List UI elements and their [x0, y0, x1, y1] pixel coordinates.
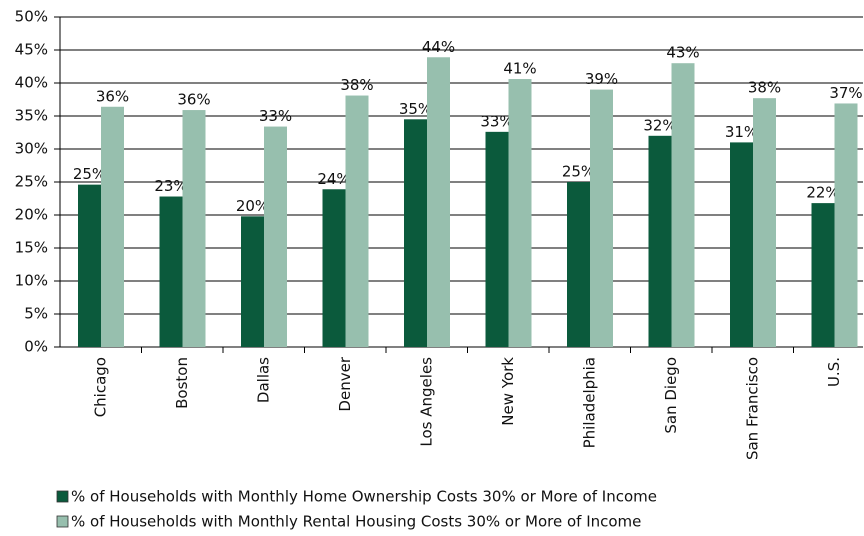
x-tick-label: Philadelphia [580, 357, 598, 448]
x-tick-label: Boston [173, 357, 191, 409]
data-label: 37% [829, 84, 862, 102]
data-label: 23% [154, 177, 187, 195]
data-label: 22% [806, 184, 839, 202]
y-tick-label: 35% [15, 107, 48, 125]
y-tick-label: 15% [15, 239, 48, 257]
data-label: 43% [666, 44, 699, 62]
data-label: 44% [422, 38, 455, 56]
y-tick-label: 20% [15, 206, 48, 224]
bar [485, 131, 509, 347]
x-tick-label: U.S. [825, 357, 843, 387]
data-label: 31% [725, 123, 758, 141]
y-tick-label: 45% [15, 41, 48, 59]
x-tick-label: Dallas [254, 357, 272, 403]
legend-label: % of Households with Monthly Rental Hous… [71, 513, 641, 531]
bar [264, 126, 287, 347]
data-label: 32% [643, 116, 676, 134]
y-tick-label: 5% [24, 305, 48, 323]
bar [182, 110, 206, 347]
data-label: 33% [259, 107, 292, 125]
bar [159, 196, 183, 347]
x-tick-label: New York [499, 357, 517, 426]
bar [241, 216, 264, 347]
bar [671, 63, 695, 347]
bar [567, 182, 590, 347]
y-tick-label: 10% [15, 272, 48, 290]
data-label: 38% [340, 76, 373, 94]
bar [508, 79, 532, 347]
bar [811, 203, 835, 347]
bar [648, 135, 672, 347]
y-tick-label: 40% [15, 74, 48, 92]
data-label: 24% [317, 170, 350, 188]
legend-swatch [56, 515, 69, 528]
y-tick-label: 25% [15, 173, 48, 191]
data-label: 36% [96, 87, 129, 105]
data-label: 33% [480, 112, 513, 130]
data-label: 39% [585, 70, 618, 88]
bar [427, 57, 450, 347]
data-label: 25% [562, 163, 595, 181]
bar [101, 106, 124, 347]
bar [404, 119, 427, 347]
x-tick-label: Chicago [91, 357, 109, 417]
data-label: 41% [503, 60, 536, 78]
data-label: 36% [177, 91, 210, 109]
bar [590, 89, 613, 347]
bar [345, 95, 369, 347]
x-tick-label: San Diego [662, 357, 680, 434]
x-tick-label: San Francisco [743, 357, 761, 460]
data-label: 35% [399, 100, 432, 118]
bar [753, 98, 776, 348]
bar [78, 184, 101, 347]
bar [834, 103, 858, 348]
legend-label: % of Households with Monthly Home Owners… [71, 488, 657, 506]
data-label: 38% [748, 79, 781, 97]
data-label: 25% [73, 165, 106, 183]
x-tick-label: Denver [336, 356, 354, 411]
y-tick-label: 30% [15, 140, 48, 158]
bar [730, 142, 753, 347]
bar [322, 189, 346, 347]
data-label: 20% [236, 197, 269, 215]
y-tick-label: 0% [24, 338, 48, 356]
x-tick-label: Los Angeles [417, 357, 435, 447]
legend-swatch [56, 490, 69, 503]
y-tick-label: 50% [15, 8, 48, 26]
